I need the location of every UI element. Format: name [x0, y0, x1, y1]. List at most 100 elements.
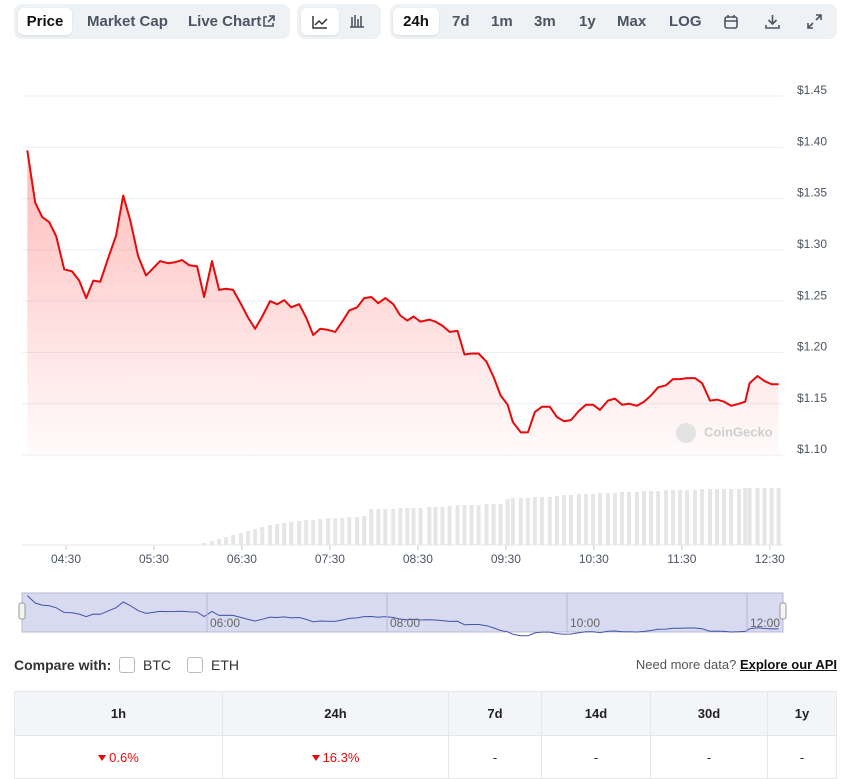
cell: 0.6%	[14, 735, 223, 779]
volume-bar	[510, 498, 515, 545]
range[interactable]: 24h	[393, 8, 439, 35]
data-row: 0.6% 16.3% - - - -	[14, 735, 837, 779]
volume-bar	[224, 537, 229, 545]
volume-bar	[326, 518, 331, 545]
volume-bar	[398, 508, 403, 545]
range[interactable]: 7d	[452, 13, 470, 30]
y-tick-label: $1.15	[797, 391, 827, 405]
navigator-label: 12:00	[750, 616, 780, 630]
y-tick-label: $1.20	[797, 340, 827, 354]
compare-option[interactable]: BTC	[119, 655, 171, 675]
volume-bar	[539, 497, 544, 545]
x-tick-label: 06:30	[227, 552, 257, 566]
calendar-icon[interactable]	[724, 14, 738, 29]
volume-bar	[462, 505, 467, 545]
y-tick-label: $1.10	[797, 442, 827, 456]
line-chart-button[interactable]	[301, 8, 339, 35]
y-tick-label: $1.25	[797, 288, 827, 302]
x-tick-label: 11:30	[667, 552, 696, 566]
volume-bar	[743, 488, 748, 545]
volume-bar	[605, 493, 610, 545]
tab[interactable]: Price	[18, 8, 72, 35]
volume-bar	[561, 495, 566, 545]
volume-bar	[297, 521, 302, 545]
navigator-handle[interactable]	[18, 602, 26, 620]
navigator-handle[interactable]	[779, 602, 787, 620]
tab-group: Price Market Cap Live Chart	[14, 4, 290, 39]
tab[interactable]: Live Chart	[188, 13, 262, 30]
volume-bar	[455, 505, 460, 545]
volume-bar	[217, 539, 222, 545]
range[interactable]: 3m	[534, 13, 556, 30]
volume-bar	[737, 489, 742, 545]
volume-bar	[678, 490, 683, 545]
api-link[interactable]: Explore our API	[739, 657, 837, 672]
price-area	[27, 150, 779, 455]
volume-bar	[776, 488, 781, 545]
volume-bar	[547, 497, 552, 545]
volume-bar	[282, 523, 287, 545]
tab[interactable]: Market Cap	[87, 13, 168, 30]
volume-bar	[340, 518, 345, 545]
x-tick-label: 10:30	[579, 552, 609, 566]
volume-bar	[239, 533, 244, 545]
x-tick-label: 04:30	[51, 552, 81, 566]
volume-bar	[433, 507, 438, 545]
header-cell: 14d	[541, 691, 651, 736]
header-cell: 30d	[650, 691, 768, 736]
api-prompt: Need more data? Explore our API	[636, 655, 837, 675]
volume-bar	[347, 517, 352, 545]
download-icon[interactable]	[765, 14, 780, 29]
volume-bar	[641, 491, 646, 545]
volume-bar	[554, 496, 559, 545]
candle-icon[interactable]	[349, 14, 365, 28]
header-row: 1h 24h 7d 14d 30d 1y	[14, 691, 837, 736]
x-tick-label: 07:30	[315, 552, 345, 566]
range[interactable]: LOG	[669, 13, 702, 30]
volume-bar	[210, 541, 215, 545]
volume-bar	[747, 488, 752, 545]
volume-bar	[333, 518, 338, 545]
volume-bar	[376, 509, 381, 545]
volume-bar	[663, 490, 668, 545]
volume-bar	[583, 494, 588, 545]
volume-bar	[405, 508, 410, 545]
line-icon	[312, 16, 328, 29]
range[interactable]: 1y	[579, 13, 596, 30]
volume-bar	[518, 498, 523, 545]
checkbox[interactable]	[119, 657, 135, 673]
volume-bar	[598, 493, 603, 545]
compare-option[interactable]: ETH	[187, 655, 239, 675]
volume-bar	[362, 516, 367, 545]
volume-bar	[202, 543, 207, 545]
compare-option-label: BTC	[143, 657, 171, 673]
volume-bar	[469, 505, 474, 545]
volume-bar	[355, 517, 360, 545]
volume-bar	[729, 489, 734, 545]
cell-value: 0.6%	[109, 749, 139, 765]
y-tick-label: $1.45	[797, 83, 827, 97]
volume-bar	[383, 509, 388, 545]
volume-bar	[656, 491, 661, 545]
expand-icon[interactable]	[807, 14, 822, 29]
volume-bar	[304, 520, 309, 545]
compare-option-label: ETH	[211, 657, 239, 673]
volume-bar	[627, 492, 632, 545]
header-cell: 1y	[767, 691, 837, 736]
volume-bar	[612, 493, 617, 545]
volume-bar	[484, 504, 489, 545]
cell-value: 16.3%	[322, 749, 360, 765]
volume-bar	[693, 490, 698, 545]
x-tick-label: 09:30	[491, 552, 521, 566]
checkbox[interactable]	[187, 657, 203, 673]
range[interactable]: 1m	[491, 13, 513, 30]
volume-bar	[447, 506, 452, 545]
volume-bar	[634, 492, 639, 545]
navigator-label: 10:00	[570, 616, 600, 630]
volume-bar	[649, 491, 654, 545]
volume-bar	[411, 508, 416, 545]
header-cell: 7d	[448, 691, 542, 736]
volume-bar	[762, 488, 767, 545]
range[interactable]: Max	[617, 13, 647, 30]
